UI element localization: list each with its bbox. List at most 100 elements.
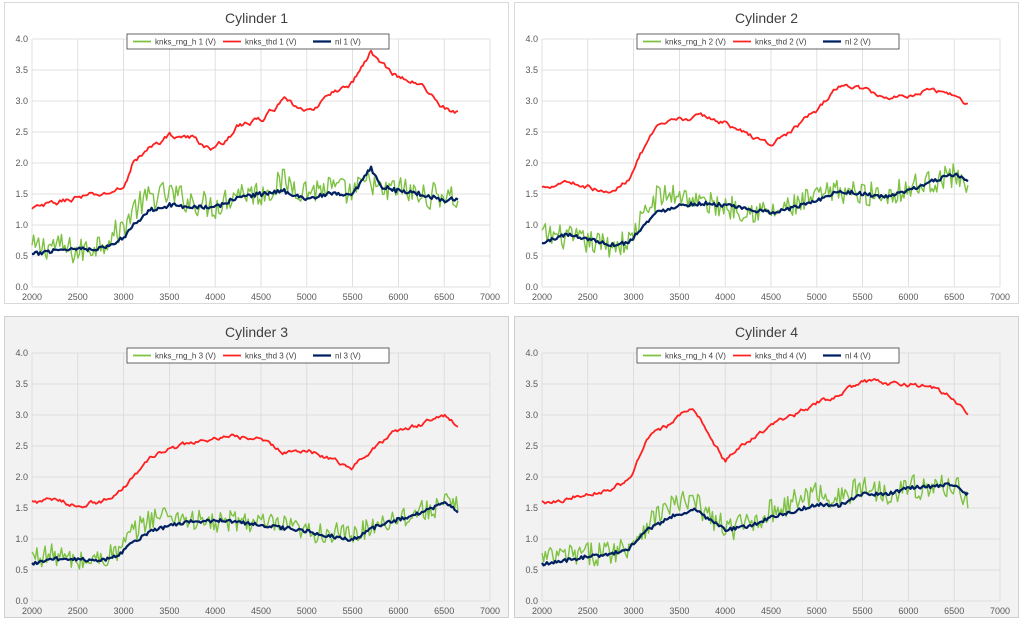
legend-box bbox=[636, 347, 900, 364]
x-tick-label: 2000 bbox=[532, 292, 552, 302]
y-tick-label: 1.5 bbox=[525, 503, 538, 513]
y-tick-label: 1.5 bbox=[525, 189, 538, 199]
legend-label: nl 1 (V) bbox=[335, 38, 361, 47]
x-tick-label: 3000 bbox=[624, 292, 644, 302]
chart-panel-cylinder-1: Cylinder 1 0.0 0.5 1.0 1.5 2.0 2.5 3.0 3.5 4.0 200… bbox=[4, 2, 509, 304]
y-tick-label: 4.0 bbox=[15, 34, 28, 44]
y-tick-label: 0.0 bbox=[15, 596, 28, 606]
y-tick-label: 4.0 bbox=[15, 348, 28, 358]
chart-svg: Cylinder 4 0.0 0.5 1.0 1.5 2.0 2.5 3.0 3.5 4.0 200… bbox=[525, 324, 1010, 616]
y-tick-label: 3.5 bbox=[525, 65, 538, 75]
x-tick-label: 6000 bbox=[388, 292, 408, 302]
legend-box bbox=[126, 347, 390, 364]
series-line-3 bbox=[541, 172, 969, 248]
series-line-1 bbox=[541, 474, 969, 567]
x-tick-label: 5500 bbox=[343, 606, 363, 616]
chart-title: Cylinder 3 bbox=[225, 324, 288, 340]
x-tick-label: 5000 bbox=[297, 606, 317, 616]
x-tick-label: 3000 bbox=[114, 292, 134, 302]
y-tick-label: 0.5 bbox=[15, 565, 28, 575]
x-tick-label: 2000 bbox=[22, 292, 42, 302]
chart-panel-cylinder-4: Cylinder 4 0.0 0.5 1.0 1.5 2.0 2.5 3.0 3.5 4.0 200… bbox=[514, 316, 1019, 618]
y-tick-label: 3.5 bbox=[15, 379, 28, 389]
y-tick-label: 2.5 bbox=[525, 441, 538, 451]
legend-label: knks_rng_h 3 (V) bbox=[155, 352, 216, 361]
y-tick-label: 1.5 bbox=[15, 503, 28, 513]
x-tick-label: 6000 bbox=[898, 292, 918, 302]
series-line-3 bbox=[31, 501, 459, 566]
x-tick-label: 5500 bbox=[343, 292, 363, 302]
y-tick-label: 1.0 bbox=[15, 220, 28, 230]
y-tick-label: 4.0 bbox=[525, 348, 538, 358]
x-tick-label: 2500 bbox=[578, 606, 598, 616]
y-tick-label: 2.5 bbox=[15, 441, 28, 451]
y-tick-label: 2.0 bbox=[15, 472, 28, 482]
x-tick-label: 4000 bbox=[205, 606, 225, 616]
y-tick-label: 0.0 bbox=[15, 282, 28, 292]
legend-box bbox=[126, 33, 390, 50]
x-tick-label: 4000 bbox=[715, 292, 735, 302]
y-tick-label: 2.5 bbox=[525, 127, 538, 137]
series-line-1 bbox=[31, 493, 459, 570]
x-tick-label: 6500 bbox=[944, 606, 964, 616]
y-tick-label: 1.0 bbox=[525, 220, 538, 230]
x-tick-label: 6500 bbox=[944, 292, 964, 302]
series-line-3 bbox=[31, 165, 459, 256]
x-tick-label: 2000 bbox=[22, 606, 42, 616]
series-line-2 bbox=[541, 83, 969, 194]
chart-panel-cylinder-3: Cylinder 3 0.0 0.5 1.0 1.5 2.0 2.5 3.0 3.5 4.0 200… bbox=[4, 316, 509, 618]
y-tick-label: 3.5 bbox=[525, 379, 538, 389]
x-tick-label: 3500 bbox=[669, 292, 689, 302]
series-line-2 bbox=[31, 413, 459, 509]
x-tick-label: 7000 bbox=[480, 606, 500, 616]
x-tick-label: 4500 bbox=[761, 606, 781, 616]
x-tick-label: 4500 bbox=[251, 292, 271, 302]
y-tick-label: 3.0 bbox=[15, 96, 28, 106]
x-tick-label: 4500 bbox=[761, 292, 781, 302]
series-line-3 bbox=[541, 482, 969, 567]
y-tick-label: 2.0 bbox=[525, 472, 538, 482]
x-tick-label: 6500 bbox=[434, 606, 454, 616]
legend-label: knks_thd 2 (V) bbox=[755, 38, 807, 47]
chart-svg: Cylinder 2 0.0 0.5 1.0 1.5 2.0 2.5 3.0 3.5 4.0 200… bbox=[525, 10, 1010, 302]
x-tick-label: 6500 bbox=[434, 292, 454, 302]
legend-label: knks_thd 4 (V) bbox=[755, 352, 807, 361]
chart-title: Cylinder 4 bbox=[735, 324, 798, 340]
y-tick-label: 2.0 bbox=[15, 158, 28, 168]
y-tick-label: 1.0 bbox=[525, 534, 538, 544]
legend-label: knks_thd 1 (V) bbox=[245, 38, 297, 47]
series-line-1 bbox=[31, 168, 459, 264]
x-tick-label: 5500 bbox=[853, 606, 873, 616]
chart-svg: Cylinder 3 0.0 0.5 1.0 1.5 2.0 2.5 3.0 3.5 4.0 200… bbox=[15, 324, 500, 616]
x-tick-label: 3000 bbox=[114, 606, 134, 616]
x-tick-label: 3500 bbox=[159, 292, 179, 302]
chart-title: Cylinder 2 bbox=[735, 10, 798, 26]
x-tick-label: 3000 bbox=[624, 606, 644, 616]
x-tick-label: 3500 bbox=[159, 606, 179, 616]
y-tick-label: 0.0 bbox=[525, 282, 538, 292]
y-tick-label: 3.5 bbox=[15, 65, 28, 75]
legend-label: nl 2 (V) bbox=[845, 38, 871, 47]
x-tick-label: 5000 bbox=[297, 292, 317, 302]
series-line-2 bbox=[31, 49, 459, 210]
x-tick-label: 2000 bbox=[532, 606, 552, 616]
x-tick-label: 5000 bbox=[807, 606, 827, 616]
chart-title: Cylinder 1 bbox=[225, 10, 288, 26]
y-tick-label: 0.5 bbox=[525, 565, 538, 575]
x-tick-label: 7000 bbox=[990, 606, 1010, 616]
legend-label: knks_rng_h 1 (V) bbox=[155, 38, 216, 47]
y-tick-label: 0.5 bbox=[15, 251, 28, 261]
legend-label: knks_rng_h 4 (V) bbox=[665, 352, 726, 361]
x-tick-label: 4000 bbox=[715, 606, 735, 616]
x-tick-label: 4500 bbox=[251, 606, 271, 616]
x-tick-label: 2500 bbox=[68, 292, 88, 302]
y-tick-label: 3.0 bbox=[525, 410, 538, 420]
legend-label: knks_rng_h 2 (V) bbox=[665, 38, 726, 47]
y-tick-label: 0.5 bbox=[525, 251, 538, 261]
y-tick-label: 2.0 bbox=[525, 158, 538, 168]
chart-svg: Cylinder 1 0.0 0.5 1.0 1.5 2.0 2.5 3.0 3.5 4.0 200… bbox=[15, 10, 500, 302]
y-tick-label: 1.0 bbox=[15, 534, 28, 544]
x-tick-label: 2500 bbox=[68, 606, 88, 616]
y-tick-label: 3.0 bbox=[525, 96, 538, 106]
x-tick-label: 2500 bbox=[578, 292, 598, 302]
